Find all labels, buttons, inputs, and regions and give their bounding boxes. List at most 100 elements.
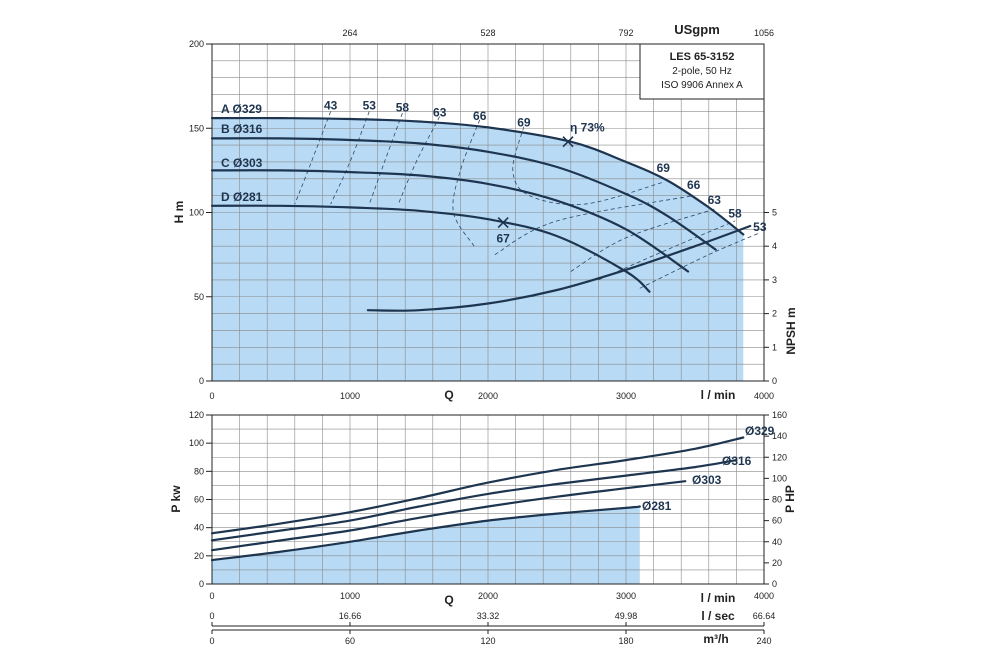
head-curve-3 [210,204,651,293]
model-subtitle: 2-pole, 50 Hz [672,66,731,77]
power-kw-tick: 20 [194,551,204,561]
head-top-tick: 1056 [754,28,774,38]
power-kw-tick: 40 [194,523,204,533]
ls-tick: 66.64 [753,611,776,621]
efficiency-label: 69 [517,116,531,130]
power-kw-tick: 0 [199,579,204,589]
bep-markers: 67 [497,136,574,246]
efficiency-label: η 73% [570,121,605,135]
power-hp-tick: 80 [772,495,782,505]
head-x-tick: 0 [209,391,214,401]
efficiency-label: 43 [324,99,338,113]
head-curve-2 [210,169,690,273]
head-y-tick: 200 [189,39,204,49]
efficiency-isoline [368,112,403,205]
m3h-tick: 0 [209,636,214,646]
head-y-tick: 100 [189,208,204,218]
diameter-label-c: C Ø303 [221,156,263,170]
power-label-303: Ø303 [692,473,722,487]
head-axis-label: H m [172,201,186,224]
efficiency-isoline [397,116,441,205]
npsh-y-tick: 2 [772,309,777,319]
npsh-y-tick: 4 [772,241,777,251]
npsh-axis-label: NPSH m [784,307,798,354]
head-top-tick: 528 [480,28,495,38]
ls-unit: l / sec [701,609,735,623]
head-curves [210,116,752,312]
power-hp-axis-label: P HP [783,485,797,513]
efficiency-label: 63 [708,193,722,207]
head-top-tick: 264 [342,28,357,38]
head-flow-unit: l / min [701,388,736,402]
power-chart: 0 1000 2000 3000 4000 0 20 40 60 80 100 120 0 20 40 60 8… [169,410,797,607]
efficiency-isoline [570,208,715,272]
power-fill-area [212,506,640,584]
m3h-tick: 120 [480,636,495,646]
power-flow-unit: l / min [701,591,736,605]
head-x-tick: 3000 [616,391,636,401]
flow-scales: 0 16.66 33.32 49.98 66.64 0 60 120 180 240 l / se… [209,609,775,646]
power-label-316: Ø316 [722,454,752,468]
efficiency-isoline [494,195,694,255]
head-chart: 67 0 1000 2000 3000 4000 264 528 792 1056 0 50 100 1… [172,22,798,402]
head-x-tick: 1000 [340,391,360,401]
efficiency-label: 58 [728,207,742,221]
bep-marker [562,136,574,148]
efficiency-label: 66 [687,178,701,192]
power-curve-0 [210,436,745,535]
m3h-unit: m³/h [703,632,728,646]
power-x-tick: 3000 [616,591,636,601]
efficiency-labels: 43 53 58 63 66 69 η 73% 69 66 63 58 53 [324,99,767,234]
model-title: LES 65-3152 [670,51,735,63]
npsh-y-tick: 5 [772,208,777,218]
power-grid [211,414,765,585]
power-kw-tick: 80 [194,466,204,476]
head-curve-1 [210,137,717,251]
efficiency-label: 53 [753,220,767,234]
head-y-tick: 150 [189,123,204,133]
bep-marker [497,217,509,229]
top-axis-unit: USgpm [674,22,720,37]
diameter-label-a: A Ø329 [221,102,262,116]
power-hp-tick: 160 [772,410,787,420]
head-y-tick: 50 [194,292,204,302]
head-top-tick: 792 [618,28,633,38]
m3h-tick: 60 [345,636,355,646]
model-info-box [639,43,765,100]
power-label-329: Ø329 [745,424,775,438]
head-q-label: Q [444,388,453,402]
head-x-tick: 2000 [478,391,498,401]
efficiency-label: 63 [433,105,447,119]
power-hp-tick: 100 [772,473,787,483]
ls-tick: 49.98 [615,611,638,621]
npsh-curve [366,224,752,312]
power-curve-2 [210,480,687,552]
power-curve-3 [210,505,641,562]
model-standard: ISO 9906 Annex A [661,80,743,91]
power-kw-axis-label: P kw [169,485,183,513]
power-curves [210,436,745,562]
power-x-tick: 4000 [754,591,774,601]
efficiency-isoline [512,126,664,206]
power-hp-tick: 140 [772,431,787,441]
npsh-y-tick: 0 [772,376,777,386]
flow-scale-ticks: 0 16.66 33.32 49.98 66.64 0 60 120 180 240 [209,611,775,646]
head-tick-labels: 0 1000 2000 3000 4000 264 528 792 1056 0 50 100 150 2… [189,28,777,401]
power-x-tick: 2000 [478,591,498,601]
head-x-tick: 4000 [754,391,774,401]
ls-tick: 16.66 [339,611,362,621]
power-tick-labels: 0 1000 2000 3000 4000 0 20 40 60 80 100 120 0 20 40 60 8… [189,410,787,601]
efficiency-label: 58 [396,100,410,114]
ls-tick: 33.32 [477,611,500,621]
power-kw-tick: 100 [189,438,204,448]
efficiency-isoline [639,232,761,289]
head-fill-area [212,118,744,382]
efficiency-isoline [452,119,481,247]
power-kw-tick: 60 [194,495,204,505]
power-x-tick: 1000 [340,591,360,601]
power-kw-tick: 120 [189,410,204,420]
power-hp-tick: 20 [772,558,782,568]
power-hp-tick: 120 [772,452,787,462]
ls-tick: 0 [209,611,214,621]
power-hp-tick: 40 [772,537,782,547]
